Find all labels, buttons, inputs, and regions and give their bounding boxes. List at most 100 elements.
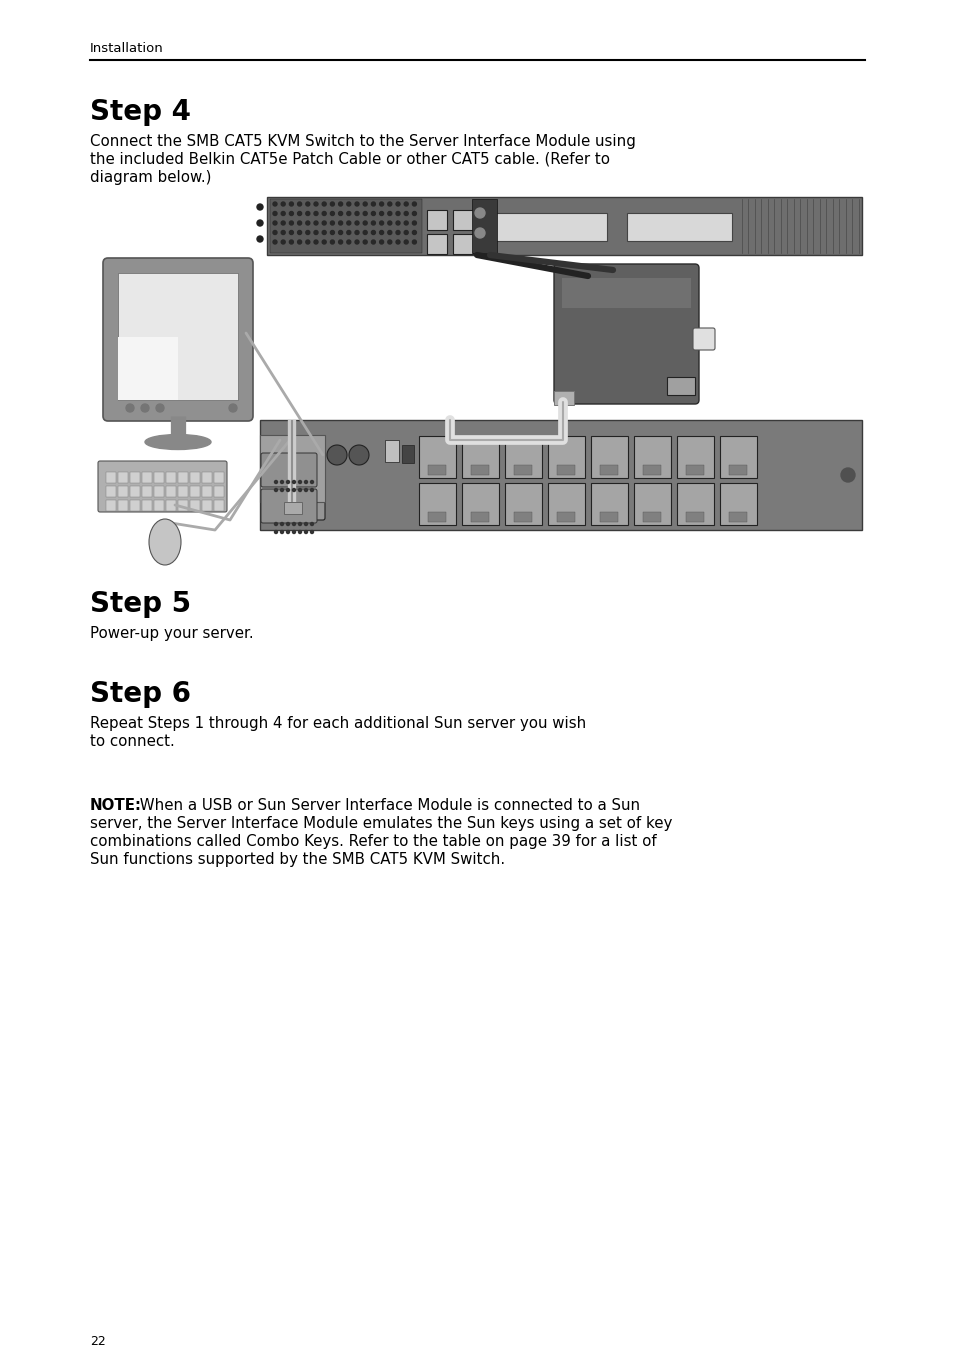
Circle shape [338,221,342,225]
Bar [270,199,421,254]
Circle shape [281,230,285,234]
Bar [561,278,690,308]
Bar [190,500,200,511]
FancyBboxPatch shape [634,483,670,525]
Circle shape [330,230,335,234]
Text: Step 6: Step 6 [90,680,191,707]
Circle shape [229,403,236,412]
Bar [142,472,152,483]
FancyBboxPatch shape [266,480,325,521]
Bar [106,472,116,483]
Bar [554,391,574,405]
Circle shape [363,230,367,234]
Bar [153,472,164,483]
Bar [284,502,302,514]
FancyBboxPatch shape [103,258,253,421]
Bar [471,512,489,522]
FancyBboxPatch shape [261,489,316,523]
Circle shape [306,221,310,225]
Circle shape [274,522,277,526]
Circle shape [347,202,351,206]
FancyBboxPatch shape [677,436,713,478]
FancyBboxPatch shape [554,264,699,403]
Bar [728,512,746,522]
Circle shape [306,230,310,234]
Circle shape [310,481,314,484]
Text: combinations called Combo Keys. Refer to the table on page 39 for a list of: combinations called Combo Keys. Refer to… [90,834,656,849]
FancyBboxPatch shape [418,436,456,478]
Circle shape [347,230,351,234]
Circle shape [304,488,307,492]
Circle shape [297,221,301,225]
Circle shape [286,522,289,526]
Circle shape [273,211,276,215]
Circle shape [363,221,367,225]
Circle shape [338,230,342,234]
Circle shape [404,221,408,225]
Circle shape [304,481,307,484]
Circle shape [379,202,383,206]
Bar [642,465,660,474]
Circle shape [286,488,289,492]
Circle shape [289,211,294,215]
Circle shape [298,530,301,533]
Circle shape [310,530,314,533]
Text: When a USB or Sun Server Interface Module is connected to a Sun: When a USB or Sun Server Interface Modul… [135,797,639,812]
Circle shape [355,202,358,206]
FancyBboxPatch shape [98,461,227,512]
Bar [142,500,152,511]
Circle shape [330,240,335,244]
Bar [213,472,224,483]
Bar [130,472,140,483]
Circle shape [286,481,289,484]
Circle shape [371,230,375,234]
FancyBboxPatch shape [504,483,541,525]
Bar [153,500,164,511]
Bar [202,487,212,497]
Bar [260,420,862,530]
Circle shape [293,481,295,484]
Circle shape [297,240,301,244]
FancyBboxPatch shape [261,453,316,487]
Circle shape [310,488,314,492]
Text: diagram below.): diagram below.) [90,170,212,185]
Circle shape [310,522,314,526]
Bar [428,465,446,474]
Circle shape [347,240,351,244]
Circle shape [298,481,301,484]
Bar [385,440,398,462]
FancyBboxPatch shape [720,436,757,478]
Circle shape [412,240,416,244]
Circle shape [304,530,307,533]
Circle shape [281,221,285,225]
Circle shape [322,240,326,244]
Circle shape [273,202,276,206]
Circle shape [338,202,342,206]
Circle shape [314,221,317,225]
Circle shape [379,240,383,244]
Bar [178,500,188,511]
Text: server, the Server Interface Module emulates the Sun keys using a set of key: server, the Server Interface Module emul… [90,816,672,831]
Bar [213,500,224,511]
Text: the included Belkin CAT5e Patch Cable or other CAT5 cable. (Refer to: the included Belkin CAT5e Patch Cable or… [90,153,609,168]
Bar [401,444,414,463]
Text: Step 5: Step 5 [90,590,191,617]
Circle shape [297,202,301,206]
Circle shape [289,202,294,206]
Bar [557,465,575,474]
Circle shape [371,211,375,215]
Circle shape [273,230,276,234]
Circle shape [314,230,317,234]
Circle shape [395,202,399,206]
Circle shape [395,240,399,244]
Circle shape [273,240,276,244]
Circle shape [387,240,392,244]
Circle shape [281,240,285,244]
Circle shape [363,211,367,215]
Circle shape [256,236,263,243]
Circle shape [293,522,295,526]
Circle shape [298,488,301,492]
Circle shape [387,221,392,225]
Bar [166,472,175,483]
Text: Connect the SMB CAT5 KVM Switch to the Server Interface Module using: Connect the SMB CAT5 KVM Switch to the S… [90,134,636,149]
